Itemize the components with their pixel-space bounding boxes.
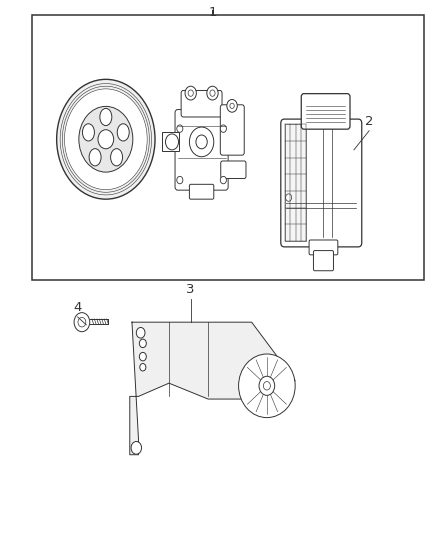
Circle shape [207,86,218,100]
FancyBboxPatch shape [181,91,222,117]
Circle shape [188,90,193,96]
Circle shape [79,107,133,172]
Text: 1: 1 [208,6,217,19]
Circle shape [210,90,215,96]
Ellipse shape [82,124,95,141]
Circle shape [220,176,226,184]
Ellipse shape [117,124,129,141]
Text: 4: 4 [74,301,82,314]
Circle shape [263,382,270,390]
FancyBboxPatch shape [221,161,246,179]
FancyBboxPatch shape [314,251,333,271]
Circle shape [136,327,145,338]
FancyBboxPatch shape [175,110,228,190]
FancyBboxPatch shape [309,240,338,255]
Ellipse shape [89,149,101,166]
Circle shape [139,339,146,348]
FancyBboxPatch shape [301,94,350,129]
Text: 2: 2 [365,115,374,127]
Bar [32,14,424,280]
Bar [285,124,306,241]
Circle shape [177,176,183,184]
Circle shape [220,125,226,132]
Circle shape [196,135,207,149]
Text: 3: 3 [187,282,195,296]
Polygon shape [130,322,295,455]
Circle shape [78,317,86,327]
Circle shape [230,103,234,109]
Ellipse shape [239,354,295,418]
FancyBboxPatch shape [220,105,244,155]
Circle shape [140,364,146,371]
FancyBboxPatch shape [189,184,214,199]
Circle shape [185,86,196,100]
Circle shape [131,441,141,454]
Circle shape [166,134,179,150]
Circle shape [227,100,237,112]
Circle shape [57,79,155,199]
Circle shape [64,89,147,190]
Circle shape [98,130,114,149]
Circle shape [286,194,292,201]
FancyBboxPatch shape [281,119,362,247]
Ellipse shape [100,108,112,126]
Bar [162,132,179,151]
Circle shape [139,352,146,361]
Ellipse shape [111,149,123,166]
Circle shape [259,376,275,395]
Circle shape [74,313,90,332]
Circle shape [189,127,214,157]
Circle shape [177,125,183,132]
